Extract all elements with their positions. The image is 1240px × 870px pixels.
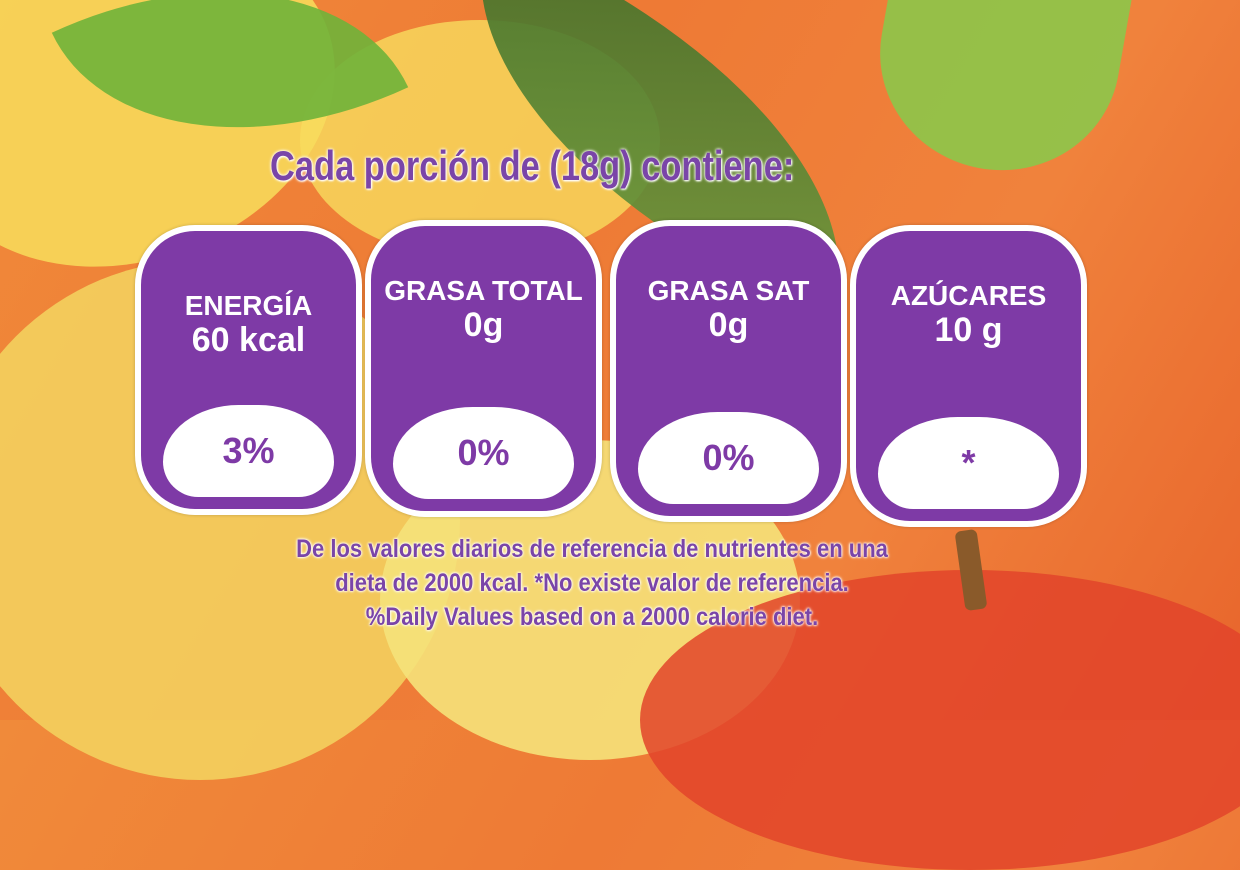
badge-percent: 0% bbox=[638, 412, 819, 504]
badge-label: GRASA TOTAL bbox=[384, 275, 583, 306]
badge-percent: 3% bbox=[163, 405, 334, 497]
footnote-line: dieta de 2000 kcal. *No existe valor de … bbox=[335, 569, 849, 597]
footnote: De los valores diarios de referencia de … bbox=[222, 532, 962, 634]
badge-percent: 0% bbox=[393, 407, 574, 499]
badge-azucares: AZÚCARES 10 g * bbox=[850, 225, 1087, 527]
badge-label: ENERGÍA bbox=[184, 290, 313, 321]
badge-grasa-sat: GRASA SAT 0g 0% bbox=[610, 220, 847, 522]
footnote-line: De los valores diarios de referencia de … bbox=[296, 535, 888, 563]
badge-value: 0g bbox=[463, 306, 504, 344]
leaf-image bbox=[861, 0, 1139, 190]
badge-energia: ENERGÍA 60 kcal 3% bbox=[135, 225, 362, 515]
badge-value: 0g bbox=[708, 306, 749, 344]
badge-label: AZÚCARES bbox=[890, 280, 1047, 311]
serving-title: Cada porción de (18g) contiene: bbox=[270, 142, 795, 189]
badge-percent: * bbox=[878, 417, 1059, 509]
badge-value: 10 g bbox=[934, 311, 1003, 349]
badge-value: 60 kcal bbox=[191, 321, 306, 359]
badge-label: GRASA SAT bbox=[647, 275, 810, 306]
badge-grasa-total: GRASA TOTAL 0g 0% bbox=[365, 220, 602, 517]
footnote-line: %Daily Values based on a 2000 calorie di… bbox=[365, 603, 819, 631]
